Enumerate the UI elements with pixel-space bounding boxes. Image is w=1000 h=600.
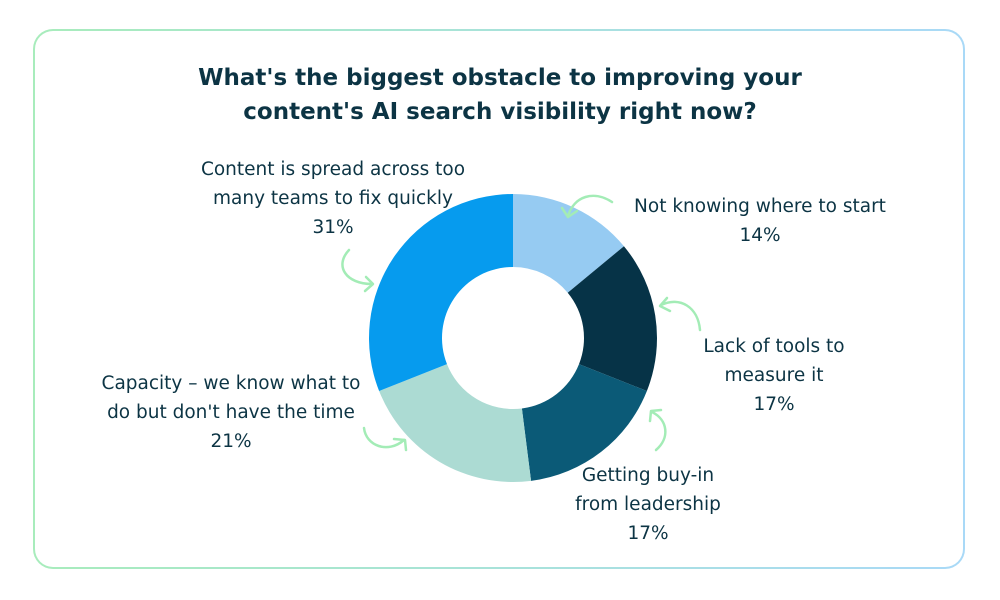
slice-label-text: Content is spread across too: [200, 159, 466, 180]
slice-value-label: 17%: [753, 394, 795, 415]
slice-label-text: Capacity – we know what to: [101, 373, 361, 394]
slice-label-getting-buy-in: Getting buy-in from leadership 17%: [538, 461, 758, 548]
chart-title: What's the biggest obstacle to improving…: [0, 61, 1000, 129]
slice-label-capacity: Capacity – we know what to do but don't …: [66, 369, 396, 456]
slice-label-text: many teams to fix quickly: [213, 188, 453, 209]
chart-title-line-1: What's the biggest obstacle to improving…: [198, 65, 802, 91]
slice-label-text: Not knowing where to start: [634, 196, 886, 217]
arrow-not-knowing: [560, 194, 614, 219]
donut-slice-content-spread: [369, 194, 513, 392]
donut-slice-getting-buy-in: [521, 364, 647, 481]
slice-label-content-spread: Content is spread across too many teams …: [168, 155, 498, 242]
donut-slice-capacity: [379, 364, 532, 482]
slice-value-label: 31%: [312, 217, 354, 238]
arrow-lack-of-tools: [658, 296, 702, 332]
slice-label-not-knowing: Not knowing where to start 14%: [600, 192, 920, 250]
slice-label-text: from leadership: [575, 494, 721, 515]
chart-title-line-2: content's AI search visibility right now…: [243, 99, 757, 125]
donut-slices: [369, 194, 658, 482]
slice-label-lack-of-tools: Lack of tools to measure it 17%: [664, 332, 884, 419]
slice-label-text: do but don't have the time: [107, 402, 355, 423]
slice-label-text: measure it: [724, 365, 824, 386]
slice-label-text: Getting buy-in: [581, 465, 715, 486]
slice-value-label: 21%: [210, 431, 252, 452]
donut-slice-lack-of-tools: [567, 246, 658, 392]
slice-label-text: Lack of tools to: [703, 336, 845, 357]
slice-value-label: 17%: [627, 523, 669, 544]
slice-value-label: 14%: [739, 225, 781, 246]
donut-slice-not-knowing: [513, 194, 624, 293]
arrow-content-spread: [341, 248, 375, 293]
arrow-capacity: [362, 426, 408, 452]
arrow-getting-buy-in: [648, 408, 667, 452]
callout-arrows: [341, 194, 702, 452]
